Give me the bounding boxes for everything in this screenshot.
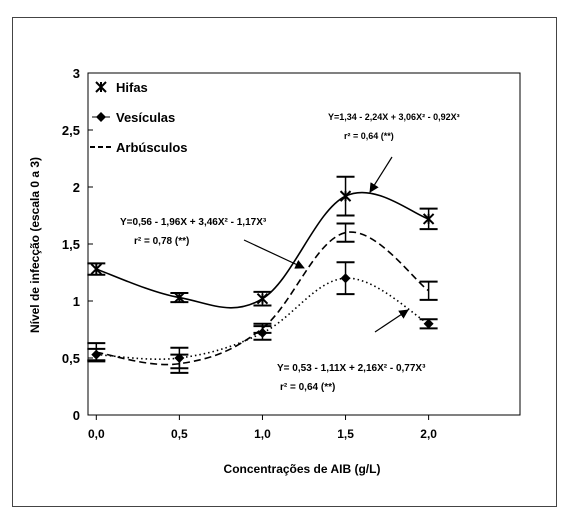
r-squared-label: r² = 0,64 (**) [344, 131, 394, 141]
y-tick-label: 1 [73, 294, 80, 309]
data-point [339, 190, 352, 202]
series-vesiculas [87, 261, 438, 370]
x-tick-label: 2,0 [420, 427, 437, 441]
series-arbusculos [87, 222, 438, 374]
annotation-arrow [369, 156, 393, 193]
y-tick-label: 2 [73, 180, 80, 195]
y-tick-label: 3 [73, 66, 80, 81]
chart-axes: 0 0,5 1 1,5 2 2,5 3 0,0 0,5 1,0 1,5 2,0 [62, 66, 521, 441]
x-tick-label: 0,0 [88, 427, 105, 441]
annotation-arrow [243, 239, 305, 269]
data-point [340, 273, 351, 284]
legend-label: Hifas [116, 80, 148, 95]
r-squared-label: r² = 0,78 (**) [134, 236, 189, 247]
legend-marker [95, 81, 107, 93]
chart-series [87, 175, 438, 374]
series-line [96, 191, 429, 309]
series-line [96, 231, 430, 366]
data-point [422, 213, 435, 225]
figure-frame [12, 17, 557, 507]
series-hifas [87, 175, 438, 309]
x-axis-label: Concentrações de AIB (g/L) [224, 462, 381, 476]
r-squared-label: r² = 0,64 (**) [280, 382, 335, 393]
legend-item: Vesículas [92, 110, 175, 125]
legend-label: Vesículas [116, 110, 175, 125]
data-point [173, 291, 186, 304]
y-axis-label: Nível de infecção (escala 0 a 3) [28, 157, 42, 333]
x-tick-label: 1,0 [254, 427, 271, 441]
annotation-arrow [374, 309, 409, 333]
legend-label: Arbúsculos [116, 140, 188, 155]
data-point [90, 263, 103, 275]
y-tick-label: 0,5 [62, 351, 80, 366]
fit-annotation: Y= 0,53 - 1,11X + 2,16X² - 0,77X³ r² = 0,… [277, 309, 426, 393]
fit-annotation: Y=0,56 - 1,96X + 3,46X² - 1,17X³ r² = 0,7… [120, 217, 305, 269]
x-tick-label: 1,5 [337, 427, 354, 441]
x-tick-label: 0,5 [171, 427, 188, 441]
fit-annotation: Y=1,34 - 2,24X + 3,06X² - 0,92X³ r² = 0,6… [328, 112, 460, 193]
equation-label: Y= 0,53 - 1,11X + 2,16X² - 0,77X³ [277, 363, 426, 374]
y-tick-label: 2,5 [62, 123, 80, 138]
legend-item: Arbúsculos [90, 140, 188, 155]
data-point [423, 318, 434, 329]
y-tick-label: 1,5 [62, 237, 80, 252]
equation-label: Y=0,56 - 1,96X + 3,46X² - 1,17X³ [120, 217, 267, 228]
series-line [96, 277, 430, 361]
chart-annotations: Y=1,34 - 2,24X + 3,06X² - 0,92X³ r² = 0,6… [120, 112, 460, 393]
data-point [256, 293, 269, 305]
y-tick-label: 0 [73, 408, 80, 423]
legend-item: Hifas [95, 80, 148, 95]
chart-legend: Hifas Vesículas Arbúsculos [90, 80, 188, 155]
equation-label: Y=1,34 - 2,24X + 3,06X² - 0,92X³ [328, 112, 460, 122]
